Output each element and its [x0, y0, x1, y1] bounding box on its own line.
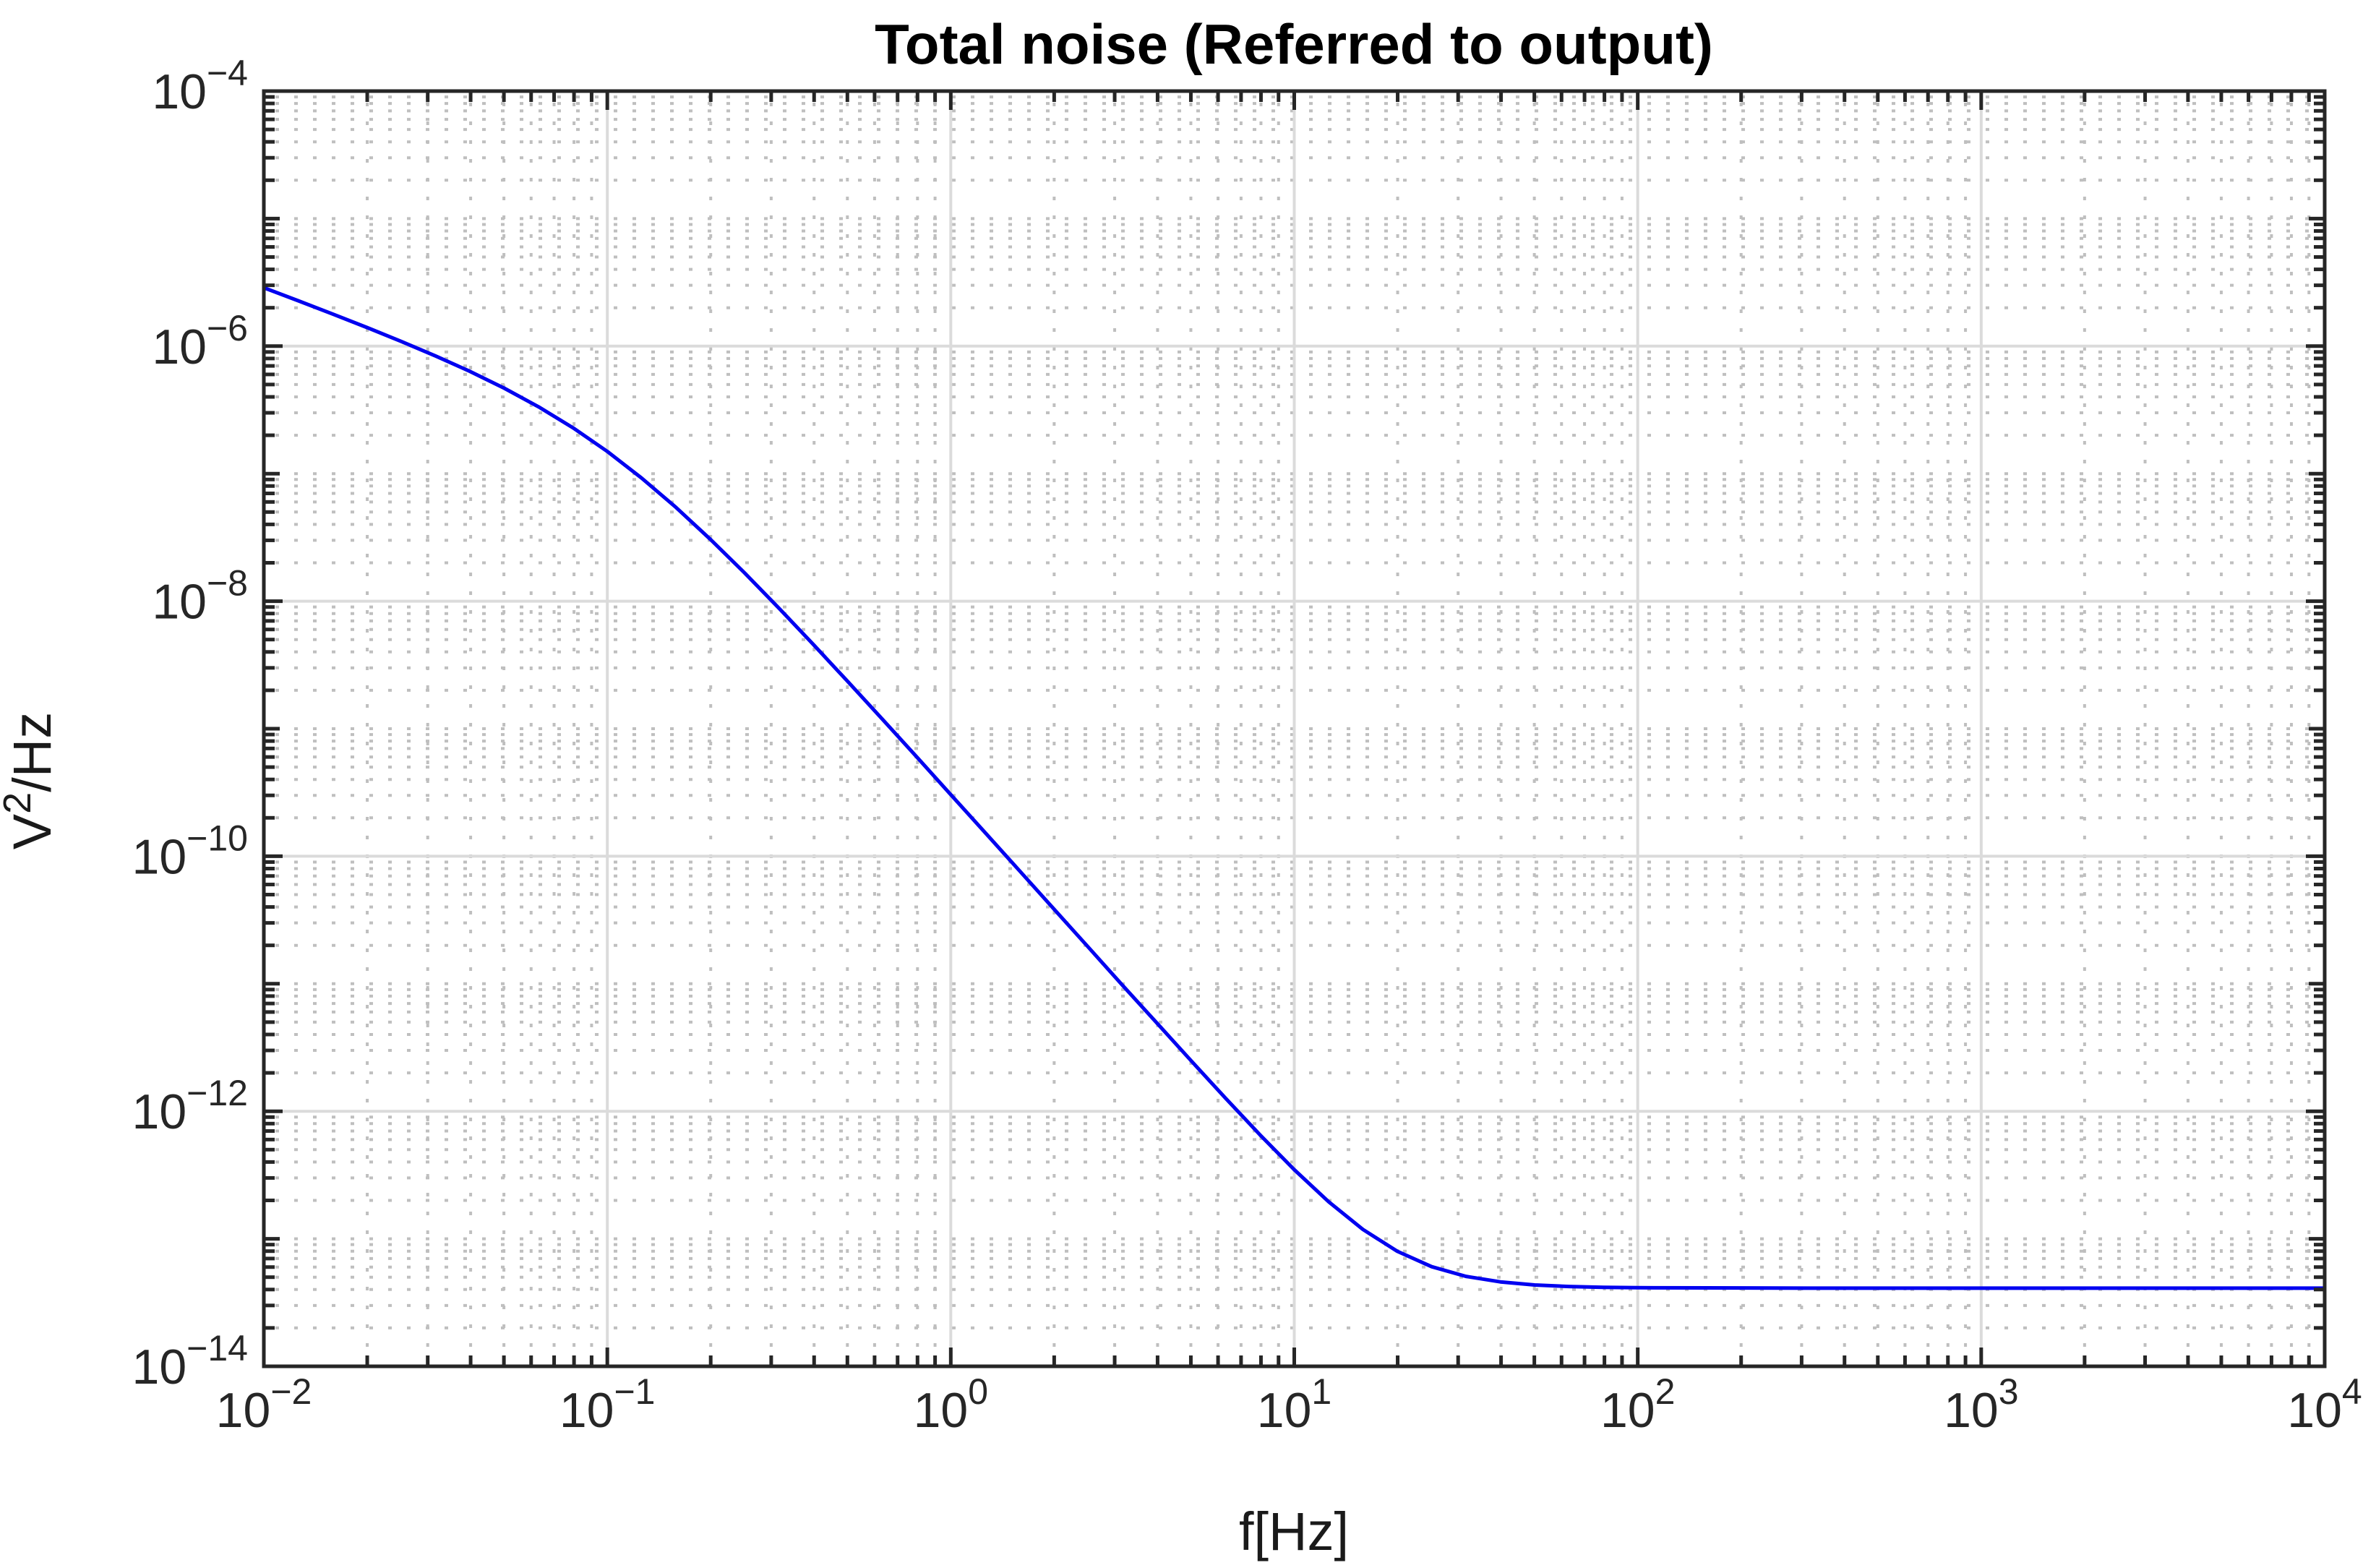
tick-label-exponent: −12: [186, 1073, 248, 1113]
tick-label-base: 10: [132, 829, 187, 884]
tick-label-exponent: 4: [2342, 1371, 2362, 1412]
tick-label-base: 10: [1257, 1383, 1312, 1438]
y-axis-label-units: /Hz: [2, 712, 62, 792]
tick-label-exponent: −6: [207, 308, 248, 348]
tick-label-base: 10: [132, 1084, 187, 1139]
axis-ticks: [262, 89, 2327, 1368]
tick-label-exponent: 0: [968, 1371, 988, 1412]
tick-label-exponent: 1: [1311, 1371, 1331, 1412]
x-tick-label: 102: [1600, 1371, 1675, 1438]
tick-label-base: 10: [132, 1340, 187, 1395]
tick-label-base: 10: [216, 1383, 271, 1438]
tick-label-base: 10: [152, 320, 207, 374]
x-tick-label: 104: [2287, 1371, 2362, 1438]
y-tick-label: 10−14: [132, 1328, 248, 1395]
tick-label-base: 10: [914, 1383, 969, 1438]
tick-label-base: 10: [1600, 1383, 1655, 1438]
x-tick-label: 100: [914, 1371, 988, 1438]
x-tick-label: 101: [1257, 1371, 1331, 1438]
tick-label-exponent: −14: [186, 1328, 248, 1368]
y-axis-label-base: V: [2, 813, 62, 849]
y-tick-label: 10−4: [152, 53, 248, 119]
x-axis-label: f[Hz]: [1239, 1501, 1349, 1561]
tick-label-exponent: −1: [614, 1371, 655, 1412]
x-tick-label: 10−1: [559, 1371, 656, 1438]
plot-title: Total noise (Referred to output): [875, 12, 1713, 76]
tick-labels: 10−2 10−1 100 101 102 103 10410−1410−1210−1010…: [132, 53, 2362, 1438]
tick-label-base: 10: [559, 1383, 614, 1438]
y-tick-label: 10−8: [152, 563, 248, 630]
y-tick-label: 10−12: [132, 1073, 248, 1139]
tick-label-exponent: 2: [1655, 1371, 1676, 1412]
tick-label-exponent: 3: [1999, 1371, 2019, 1412]
total-noise-curve: [263, 286, 2325, 1290]
tick-label-base: 10: [152, 64, 207, 119]
y-tick-label: 10−10: [132, 818, 248, 884]
tick-label-exponent: −8: [207, 563, 248, 604]
x-tick-label: 10−2: [216, 1371, 312, 1438]
y-tick-label: 10−6: [152, 308, 248, 374]
x-tick-label: 103: [1944, 1371, 2018, 1438]
tick-label-base: 10: [1944, 1383, 1999, 1438]
tick-label-base: 10: [2287, 1383, 2342, 1438]
y-axis-label: V2/Hz: [0, 712, 62, 849]
tick-label-exponent: −10: [186, 818, 248, 858]
tick-label-exponent: −4: [207, 53, 248, 93]
y-axis-label-superscript: 2: [0, 792, 39, 814]
tick-label-exponent: −2: [270, 1371, 312, 1412]
tick-label-base: 10: [152, 575, 207, 630]
major-grid: [264, 91, 2325, 1366]
